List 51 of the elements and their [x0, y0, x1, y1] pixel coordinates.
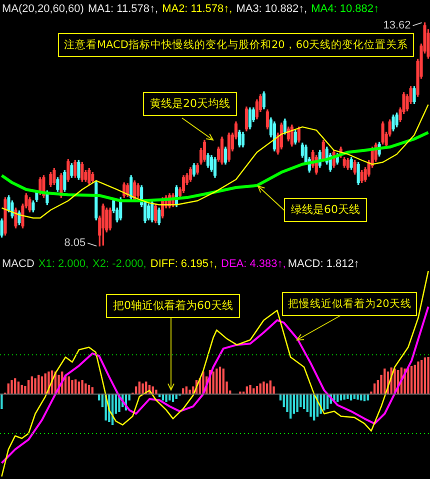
bar [404, 368, 406, 394]
bar [108, 394, 110, 422]
text: DIFF: 6.195↑, [150, 258, 218, 270]
bar [216, 368, 218, 394]
bar [262, 382, 265, 394]
bar [202, 372, 204, 394]
bar [346, 394, 349, 399]
bar [290, 394, 292, 419]
annotation: 把0轴近似看着为60天线 [106, 294, 240, 318]
bar [417, 362, 420, 394]
legend-title: MACD [2, 258, 34, 270]
bar [249, 384, 252, 394]
bar [34, 378, 36, 394]
bar [155, 390, 158, 394]
annotation: 把慢线近似看着为20天线 [282, 292, 418, 316]
bar [0, 394, 3, 409]
annotation: 绿线是60天线 [284, 198, 367, 222]
bar [81, 380, 84, 394]
bar [427, 357, 430, 394]
bar [48, 372, 50, 394]
text: DEA: 4.383↑, [221, 258, 286, 270]
bar [165, 394, 168, 402]
text: MA4: 10.882↑ [311, 3, 379, 15]
legend-title: MA(20,20,60,60) [2, 3, 84, 15]
bar [394, 368, 396, 394]
text: X1: 2.000, [38, 258, 89, 270]
text: MA3: 10.882↑, [236, 3, 308, 15]
text: MACD: 1.812↑ [288, 258, 360, 270]
bar [323, 394, 326, 410]
text: MA1: 11.578↑, [88, 3, 158, 15]
bar [424, 357, 426, 394]
annotation: 注意看MACD指标中快慢线的变化与股价和20，60天线的变化位置关系 [58, 33, 414, 57]
bar [212, 372, 214, 394]
text: X2: -2.000, [92, 258, 146, 270]
bar [320, 394, 322, 414]
bar [71, 380, 74, 394]
bar [10, 380, 13, 394]
bar [310, 394, 312, 417]
bar [104, 394, 107, 420]
bar [142, 383, 144, 394]
annotation: 8.05 [64, 237, 86, 250]
bar [118, 394, 120, 412]
annotation: 13.62 [383, 20, 411, 32]
bar [333, 394, 336, 400]
bar [356, 394, 359, 400]
bar [420, 360, 423, 394]
bar [218, 366, 222, 394]
annotation: 黄线是20天均线 [143, 92, 237, 116]
text: MA2: 11.578↑, [162, 3, 232, 15]
bar [188, 390, 191, 394]
bar [296, 394, 298, 412]
